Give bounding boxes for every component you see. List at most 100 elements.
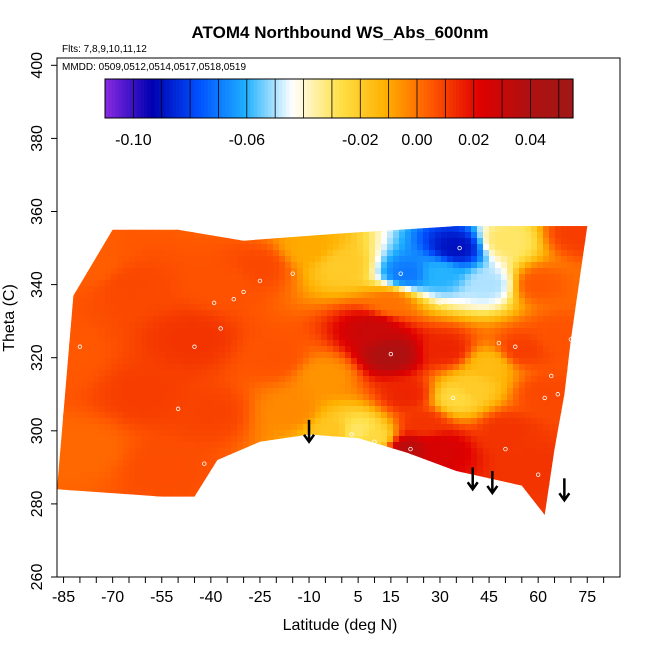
- heatmap-cell: [219, 256, 226, 263]
- heatmap-cell: [231, 160, 238, 167]
- heatmap-cell: [513, 166, 520, 173]
- heatmap-cell: [279, 202, 286, 209]
- heatmap-cell: [603, 238, 610, 245]
- heatmap-cell: [231, 340, 238, 347]
- heatmap-cell: [189, 340, 196, 347]
- heatmap-cell: [465, 226, 472, 233]
- heatmap-cell: [459, 352, 466, 359]
- heatmap-cell: [195, 286, 202, 293]
- heatmap-cell: [69, 160, 76, 167]
- heatmap-cell: [231, 286, 238, 293]
- heatmap-cell: [471, 298, 478, 305]
- heatmap-cell: [573, 94, 580, 101]
- heatmap-cell: [465, 118, 472, 125]
- heatmap-cell: [441, 268, 448, 275]
- heatmap-cell: [57, 316, 64, 323]
- heatmap-cell: [435, 190, 442, 197]
- heatmap-cell: [351, 268, 358, 275]
- heatmap-cell: [237, 268, 244, 275]
- heatmap-cell: [225, 226, 232, 233]
- heatmap-cell: [459, 118, 466, 125]
- heatmap-cell: [285, 280, 292, 287]
- heatmap-cell: [363, 274, 370, 281]
- heatmap-cell: [363, 322, 370, 329]
- heatmap-cell: [423, 64, 430, 71]
- heatmap-cell: [561, 142, 568, 149]
- heatmap-cell: [183, 190, 190, 197]
- heatmap-cell: [555, 292, 562, 299]
- heatmap-cell: [291, 328, 298, 335]
- heatmap-cell: [207, 184, 214, 191]
- heatmap-cell: [369, 340, 376, 347]
- heatmap-cell: [63, 232, 70, 239]
- heatmap-cell: [375, 286, 382, 293]
- heatmap-cell: [537, 334, 544, 341]
- heatmap-cell: [573, 178, 580, 185]
- heatmap-cell: [93, 142, 100, 149]
- heatmap-cell: [339, 154, 346, 161]
- heatmap-cell: [585, 118, 592, 125]
- heatmap-cell: [231, 262, 238, 269]
- heatmap-cell: [267, 64, 274, 71]
- heatmap-cell: [105, 226, 112, 233]
- heatmap-cell: [411, 370, 418, 377]
- heatmap-cell: [135, 358, 142, 365]
- heatmap-cell: [561, 118, 568, 125]
- heatmap-cell: [303, 148, 310, 155]
- heatmap-cell: [177, 310, 184, 317]
- heatmap-cell: [507, 226, 514, 233]
- heatmap-cell: [609, 154, 616, 161]
- heatmap-cell: [237, 292, 244, 299]
- heatmap-cell: [321, 244, 328, 251]
- heatmap-cell: [171, 352, 178, 359]
- heatmap-cell: [411, 292, 418, 299]
- heatmap-cell: [69, 268, 76, 275]
- heatmap-cell: [363, 256, 370, 263]
- heatmap-cell: [57, 238, 64, 245]
- heatmap-cell: [93, 256, 100, 263]
- heatmap-cell: [207, 130, 214, 137]
- heatmap-cell: [513, 172, 520, 179]
- heatmap-cell: [123, 178, 130, 185]
- heatmap-cell: [117, 166, 124, 173]
- heatmap-cell: [351, 178, 358, 185]
- heatmap-cell: [591, 124, 598, 131]
- heatmap-cell: [357, 226, 364, 227]
- heatmap-cell: [153, 304, 160, 311]
- heatmap-cell: [279, 160, 286, 167]
- heatmap-cell: [459, 166, 466, 173]
- heatmap-cell: [573, 82, 580, 89]
- heatmap-cell: [303, 232, 310, 239]
- heatmap-cell: [315, 244, 322, 251]
- heatmap-cell: [243, 262, 250, 269]
- heatmap-cell: [267, 262, 274, 269]
- heatmap-cell: [525, 310, 532, 317]
- heatmap-cell: [423, 292, 430, 299]
- heatmap-cell: [597, 322, 604, 329]
- heatmap-cell: [87, 226, 94, 227]
- heatmap-cell: [315, 118, 322, 125]
- heatmap-cell: [75, 94, 82, 101]
- heatmap-cell: [471, 166, 478, 173]
- heatmap-cell: [405, 154, 412, 161]
- heatmap-cell: [225, 364, 232, 371]
- heatmap-cell: [153, 166, 160, 173]
- heatmap-cell: [63, 118, 70, 125]
- heatmap-cell: [357, 316, 364, 323]
- heatmap-cell: [207, 280, 214, 287]
- heatmap-cell: [237, 274, 244, 281]
- heatmap-cell: [447, 124, 454, 131]
- heatmap-cell: [63, 256, 70, 263]
- heatmap-cell: [459, 280, 466, 287]
- heatmap-cell: [153, 208, 160, 215]
- heatmap-cell: [69, 298, 76, 305]
- heatmap-cell: [387, 262, 394, 269]
- heatmap-cell: [333, 346, 340, 353]
- heatmap-cell: [93, 340, 100, 347]
- heatmap-cell: [231, 250, 238, 257]
- heatmap-cell: [531, 346, 538, 353]
- heatmap-cell: [129, 334, 136, 341]
- heatmap-cell: [69, 244, 76, 251]
- heatmap-cell: [537, 214, 544, 221]
- heatmap-cell: [363, 214, 370, 221]
